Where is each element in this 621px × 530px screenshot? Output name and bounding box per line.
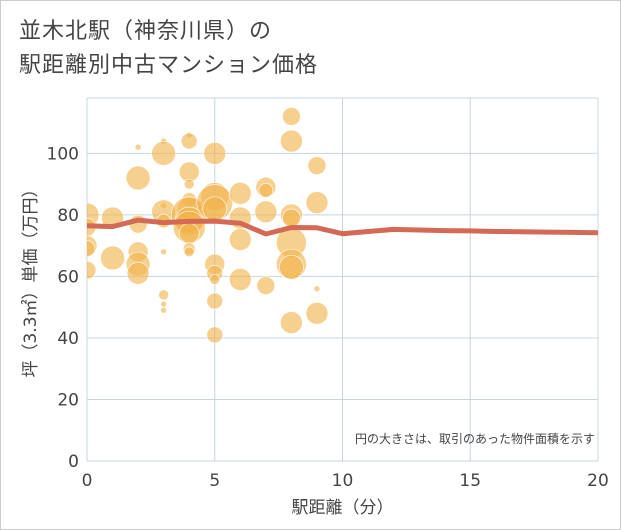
bubble-size-note: 円の大きさは、取引のあった物件面積を示す [355, 431, 595, 446]
x-tick-label: 20 [587, 471, 609, 491]
bubble-point [254, 200, 278, 224]
y-tick-label: 20 [57, 390, 79, 410]
x-tick-label: 0 [82, 471, 93, 491]
y-tick-label: 0 [68, 452, 79, 472]
tick-labels: 0 5 10 15 20 0 20 40 60 80 100 [47, 144, 609, 491]
y-tick-label: 80 [57, 206, 79, 226]
bubble-point [282, 208, 301, 228]
chart-title-line-2: 駅距離別中古マンション価格 [19, 53, 319, 78]
x-axis-label: 駅距離（分） [292, 498, 394, 518]
x-tick-label: 10 [332, 471, 354, 491]
chart-title: 並木北駅（神奈川県）の 駅距離別中古マンション価格 [19, 15, 318, 83]
line-layer [87, 217, 598, 237]
bubble-point [258, 182, 274, 198]
bubble-point [229, 268, 252, 291]
x-tick-label: 15 [459, 471, 481, 491]
bubble-point [206, 326, 224, 344]
bubble-point [305, 191, 329, 214]
bubble-point [87, 240, 96, 258]
bubble-point [160, 300, 167, 308]
average-price-line [87, 217, 598, 237]
bubble-point [126, 262, 150, 285]
bubble-point [180, 132, 198, 150]
bubble-point [87, 260, 97, 280]
bubble-point [125, 165, 151, 191]
bubble-point [158, 289, 169, 301]
bubble-point [209, 274, 221, 285]
plot-area [87, 107, 598, 344]
bubble-point [206, 292, 224, 310]
bubble-point [305, 302, 329, 325]
bubble-point [178, 223, 200, 244]
bubble-layer [87, 107, 329, 344]
bubble-point [151, 141, 176, 166]
bubble-point [280, 311, 303, 334]
chart-title-line-1: 並木北駅（神奈川県）の [19, 19, 273, 44]
bubble-point [229, 182, 252, 205]
bubble-point [178, 161, 200, 183]
bubble-point [279, 254, 304, 280]
bubble-point [100, 245, 125, 271]
bubble-point [307, 156, 327, 175]
bubble-point [280, 129, 303, 153]
y-axis-label: 坪（3.3㎡）単価（万円） [21, 180, 41, 377]
bubble-point [203, 142, 227, 165]
bubble-point [183, 178, 195, 190]
y-tick-label: 100 [47, 144, 79, 164]
bubble-point [282, 107, 301, 126]
y-tick-label: 40 [57, 329, 79, 349]
bubble-point [202, 196, 228, 222]
bubble-point [313, 285, 321, 293]
bubble-point [256, 276, 276, 295]
bubble-point [134, 143, 142, 151]
x-tick-label: 5 [209, 471, 220, 491]
bubble-point [160, 248, 167, 256]
bubble-point [229, 228, 252, 251]
bubble-point [160, 306, 167, 314]
y-tick-label: 60 [57, 267, 79, 287]
bubble-point [183, 246, 195, 258]
